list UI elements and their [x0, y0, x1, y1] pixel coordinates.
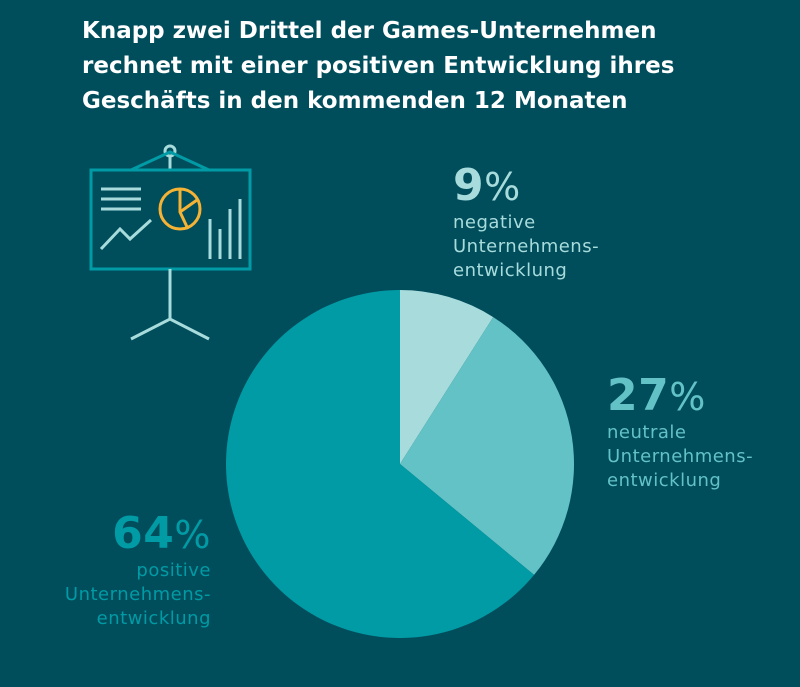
label-neutral: 27% neutrale Unternehmens- entwicklung	[607, 372, 753, 493]
label-line: Unternehmens-	[607, 446, 754, 467]
label-line: entwicklung	[96, 608, 211, 629]
label-line: neutrale	[607, 422, 687, 443]
label-line: entwicklung	[607, 470, 722, 491]
percent-sign: %	[174, 513, 211, 557]
percent-sign: %	[669, 375, 706, 419]
label-line: Unternehmens-	[64, 584, 211, 605]
pie-slice-negative	[400, 290, 494, 464]
label-positive: 64% positive Unternehmens- entwicklung	[65, 510, 211, 631]
label-line: positive	[136, 560, 211, 581]
pie-slice-positive	[225, 290, 535, 638]
pie-chart	[225, 290, 574, 638]
value-positive: 64	[112, 508, 175, 559]
label-negative: 9% negative Unternehmens- entwicklung	[453, 162, 599, 283]
value-neutral: 27	[607, 370, 670, 421]
pie-slice-neutral	[400, 317, 574, 575]
label-line: negative	[453, 212, 536, 233]
chart-title: Knapp zwei Drittel der Games-Unternehmen…	[82, 18, 675, 114]
value-negative: 9	[453, 160, 485, 211]
label-line: entwicklung	[453, 260, 568, 281]
label-line: Unternehmens-	[453, 236, 600, 257]
percent-sign: %	[484, 165, 521, 209]
